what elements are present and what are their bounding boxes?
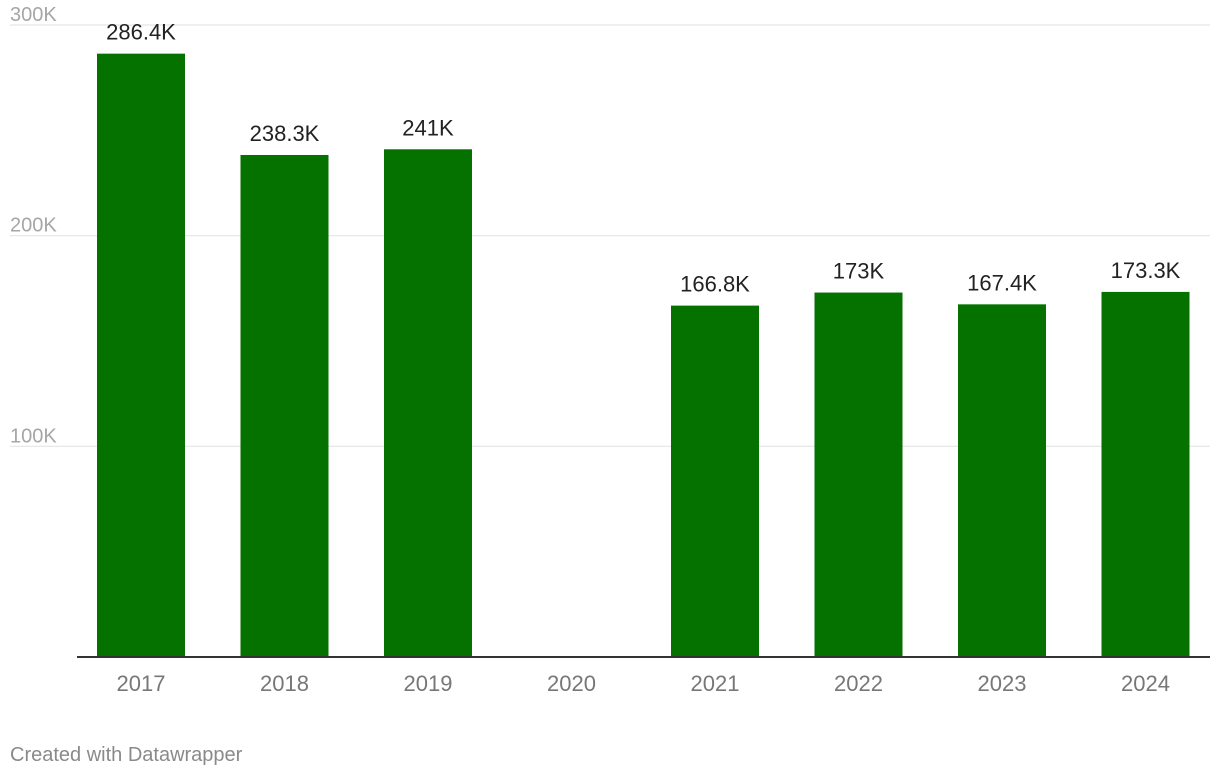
value-label-2019: 241K [402,115,454,140]
value-label-2018: 238.3K [250,121,320,146]
y-tick-label: 100K [10,425,57,447]
value-label-2024: 173.3K [1111,258,1181,283]
bar-2017 [97,53,185,658]
bar-2024 [1101,291,1190,657]
x-tick-label-2019: 2019 [404,671,453,696]
value-label-2021: 166.8K [680,272,750,297]
bars [97,53,1190,658]
value-label-2022: 173K [833,259,885,284]
bar-2022 [814,292,903,657]
x-tick-label-2017: 2017 [117,671,166,696]
x-tick-label-2021: 2021 [691,671,740,696]
bar-chart: 100K 200K 300K 286.4K 238.3K 241K 166.8K 173K 1… [10,4,1210,696]
y-tick-label: 300K [10,4,57,26]
y-tick-label: 200K [10,215,57,237]
x-tick-label-2020: 2020 [547,671,596,696]
x-tick-label-2022: 2022 [834,671,883,696]
bar-2021 [671,305,759,657]
bar-2023 [958,304,1046,657]
value-label-2017: 286.4K [106,20,176,45]
x-tick-label-2024: 2024 [1121,671,1170,696]
bar-2019 [384,149,472,657]
x-tick-label-2018: 2018 [260,671,309,696]
footer-credit: Created with Datawrapper [10,744,243,766]
y-axis-tick-labels: 100K 200K 300K [10,4,57,447]
bar-2018 [240,154,329,658]
x-axis-category-labels: 2017 2018 2019 2020 2021 2022 2023 2024 [117,671,1170,696]
value-label-2023: 167.4K [967,270,1037,295]
x-tick-label-2023: 2023 [978,671,1027,696]
value-labels: 286.4K 238.3K 241K 166.8K 173K 167.4K 173.3K [106,20,1181,297]
